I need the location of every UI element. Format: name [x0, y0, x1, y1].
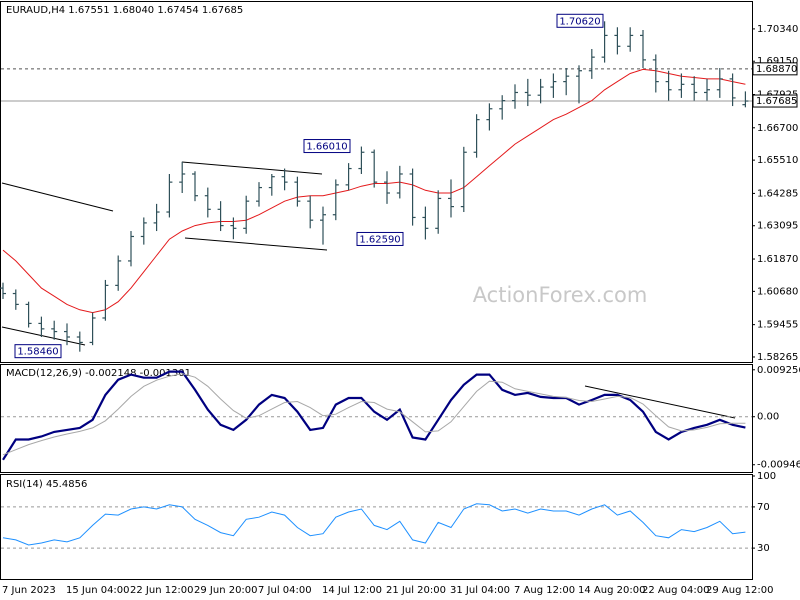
trend-line [184, 237, 328, 251]
x-tick-label: 14 Aug 20:00 [578, 585, 645, 596]
x-tick-label: 7 Jun 2023 [2, 585, 56, 596]
y-tick-label: 1.65510 [757, 155, 798, 166]
annotation-box [14, 344, 62, 359]
y-tick-label: 30 [757, 543, 770, 554]
trend-line [181, 161, 323, 175]
annotation-box [356, 231, 404, 246]
x-tick-label: 15 Jun 04:00 [66, 585, 130, 596]
trend-lines [1, 161, 736, 419]
x-tick-label: 29 Aug 12:00 [706, 585, 773, 596]
y-tick-label: 1.60680 [757, 286, 798, 297]
y-tick-label: 1.59455 [757, 320, 798, 331]
y-tick-label: 0.00 [757, 412, 779, 423]
annotation-box [303, 139, 351, 154]
level-label: 1.67685 [756, 96, 797, 107]
y-tick-label: 1.64285 [757, 188, 798, 199]
macd-panel [0, 364, 753, 473]
y-tick-label: 1.70340 [757, 24, 798, 35]
annotation-label: 1.70620 [559, 16, 600, 27]
y-tick-label: 70 [757, 502, 770, 513]
level-box [752, 62, 798, 76]
trend-line [584, 385, 736, 419]
annotation-label: 1.62590 [359, 234, 400, 245]
rsi-title: RSI(14) 45.4856 [6, 479, 87, 490]
x-tick-label: 22 Jun 12:00 [130, 585, 194, 596]
x-tick-label: 7 Jul 04:00 [258, 585, 312, 596]
annotation-label: 1.66010 [306, 142, 347, 153]
level-box [752, 94, 798, 108]
x-tick-label: 31 Jul 04:00 [450, 585, 510, 596]
chart-title: EURAUD,H4 1.67551 1.68040 1.67454 1.6768… [6, 5, 243, 16]
annotation-box [556, 13, 604, 28]
rsi-panel [0, 474, 753, 580]
indicator-line [2, 373, 746, 456]
watermark: ActionForex.com [473, 283, 648, 307]
y-tick-label: -0.009469 [757, 460, 800, 471]
price-panel [0, 1, 753, 363]
x-tick-label: 14 Jul 12:00 [322, 585, 382, 596]
level-label: 1.68870 [756, 64, 797, 75]
y-tick-label: 0.009256 [757, 365, 800, 376]
indicator-line [2, 503, 746, 546]
y-tick-label: 1.66700 [757, 123, 798, 134]
frames [0, 1, 753, 580]
y-tick-label: 1.69150 [757, 56, 798, 67]
x-tick-label: 7 Aug 12:00 [514, 585, 575, 596]
y-tick-label: 1.63095 [757, 221, 798, 232]
x-tick-label: 22 Aug 04:00 [642, 585, 709, 596]
x-tick-label: 21 Jul 20:00 [386, 585, 446, 596]
macd-title: MACD(12,26,9) -0.002148 -0.001301 [6, 368, 191, 379]
y-tick-label: 1.61870 [757, 254, 798, 265]
annotation-label: 1.58460 [17, 347, 58, 358]
y-tick-label: 1.58265 [757, 352, 798, 363]
trend-line [1, 182, 114, 212]
trend-line [1, 326, 86, 346]
y-tick-label: 100 [757, 471, 776, 482]
x-tick-label: 29 Jun 20:00 [194, 585, 258, 596]
